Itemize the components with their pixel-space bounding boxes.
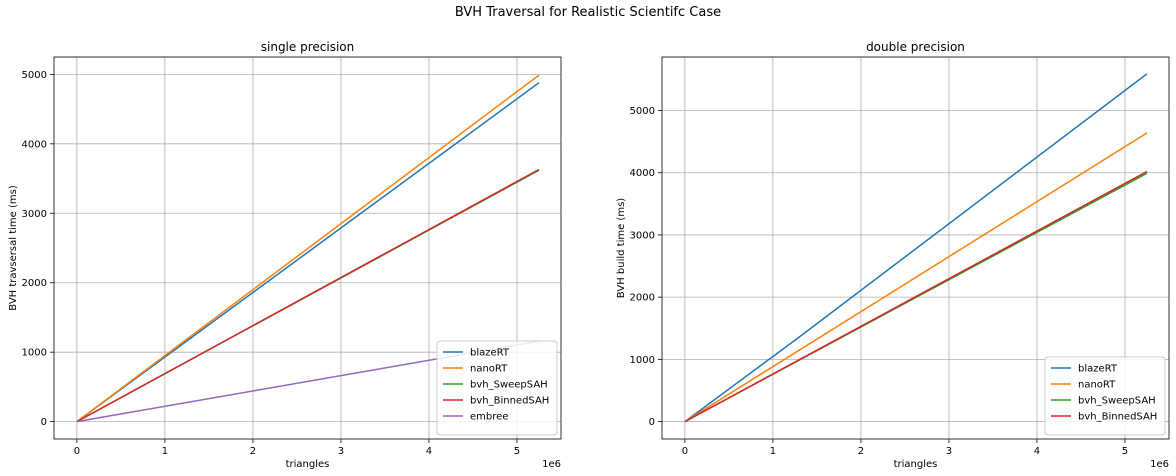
y-axis-label: BVH build time (ms): [616, 198, 627, 298]
y-axis-label: BVH travsersal time (ms): [8, 185, 19, 311]
legend-label-blazeRT: blazeRT: [470, 348, 510, 359]
series-line-nanoRT: [684, 132, 1148, 423]
y-tick-label: 0: [649, 417, 655, 428]
chart-title: single precision: [261, 40, 354, 54]
y-tick-label: 2000: [22, 278, 47, 289]
series-line-bvh_BinnedSAH: [76, 168, 540, 423]
x-axis-label: triangles: [286, 459, 330, 470]
legend-label-nanoRT: nanoRT: [470, 364, 508, 375]
y-tick-label: 4000: [22, 139, 47, 150]
x-tick-label: 5: [514, 446, 520, 457]
series-line-blazeRT: [684, 73, 1148, 423]
y-tick-label: 1000: [22, 348, 47, 359]
y-tick-label: 5000: [630, 106, 655, 117]
x-tick-label: 2: [250, 446, 256, 457]
axes-frame: [661, 56, 1170, 440]
chart-title: double precision: [866, 40, 965, 54]
x-tick-label: 3: [338, 446, 344, 457]
x-tick-label: 1: [162, 446, 168, 457]
x-offset-label: 1e6: [542, 459, 561, 470]
x-tick-label: 2: [858, 446, 864, 457]
series-line-blazeRT: [76, 82, 540, 423]
legend-label-bvh_BinnedSAH: bvh_BinnedSAH: [470, 396, 549, 407]
x-tick-label: 1: [770, 446, 776, 457]
series-line-nanoRT: [76, 74, 540, 423]
chart-panel-double: 0 1 2 3 4 5 0 1000 2000 3000 4000 5000 double precis…: [616, 40, 1170, 470]
y-tick-label: 4000: [630, 168, 655, 179]
y-tick-label: 0: [41, 417, 47, 428]
x-tick-label: 4: [1034, 446, 1040, 457]
x-offset-label: 1e6: [1150, 459, 1169, 470]
x-tick-label: 0: [682, 446, 688, 457]
legend-label-bvh_SweepSAH: bvh_SweepSAH: [1078, 396, 1156, 407]
legend: blazeRT nanoRT bvh_SweepSAH bvh_BinnedSAHem…: [436, 340, 558, 436]
legend-label-nanoRT: nanoRT: [1078, 380, 1116, 391]
legend: blazeRT nanoRT bvh_SweepSAH bvh_BinnedSAH: [1044, 356, 1166, 436]
x-tick-label: 0: [74, 446, 80, 457]
x-tick-label: 3: [946, 446, 952, 457]
x-tick-label: 4: [426, 446, 432, 457]
series-line-bvh_BinnedSAH: [684, 170, 1148, 423]
x-tick-label: 5: [1122, 446, 1128, 457]
axes-frame: [53, 56, 562, 440]
y-tick-label: 1000: [630, 355, 655, 366]
legend-box: [436, 340, 558, 436]
legend-label-bvh_BinnedSAH: bvh_BinnedSAH: [1078, 412, 1157, 423]
legend-label-bvh_SweepSAH: bvh_SweepSAH: [470, 380, 548, 391]
figure-title: BVH Traversal for Realistic Scientifc Ca…: [454, 5, 722, 20]
y-tick-label: 2000: [630, 293, 655, 304]
legend-label-embree: embree: [470, 412, 508, 423]
chart-panel-single: 0 1 2 3 4 5 0 1000 2000 3000 4000 5000 single precis…: [8, 40, 562, 470]
x-axis-label: triangles: [894, 459, 938, 470]
legend-box: [1044, 356, 1166, 436]
y-tick-label: 5000: [22, 70, 47, 81]
y-tick-label: 3000: [630, 230, 655, 241]
legend-label-blazeRT: blazeRT: [1078, 364, 1118, 375]
y-tick-label: 3000: [22, 209, 47, 220]
